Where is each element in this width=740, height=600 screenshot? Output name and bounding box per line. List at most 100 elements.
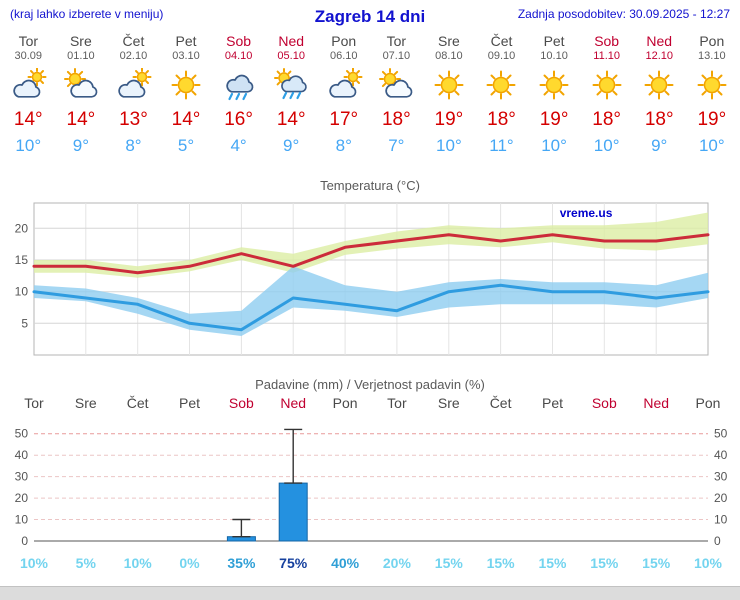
day-min-temperature: 10°	[15, 136, 42, 155]
forecast-day-column[interactable]: Pet 10.10 19° 10°	[528, 33, 581, 156]
forecast-day-column[interactable]: Čet 09.10 18° 11°	[475, 33, 528, 156]
precip-day-label: Tor	[387, 395, 407, 411]
svg-text:0: 0	[21, 534, 28, 548]
precip-probability: 10%	[19, 555, 49, 571]
forecast-day-column[interactable]: Sob 04.10 16° 4°	[212, 33, 265, 156]
precip-probability-row: 10% 5% 10% 0% 35% 75% 40% 20% 15% 15% 15% 15% 15% 10%	[0, 555, 740, 573]
precip-day-label: Čet	[126, 395, 149, 411]
day-min-temperature: 11°	[489, 136, 514, 155]
day-name: Ned	[278, 33, 305, 49]
day-name: Pon	[699, 33, 725, 49]
precip-probability: 15%	[590, 555, 619, 571]
rain-icon	[212, 64, 265, 108]
last-update: Zadnja posodobitev: 30.09.2025 - 12:27	[517, 7, 730, 21]
day-name: Sre	[69, 33, 92, 49]
forecast-day-column[interactable]: Tor 07.10 18° 7°	[370, 33, 423, 156]
precip-day-label: Pet	[541, 395, 564, 411]
day-date: 30.09	[14, 50, 43, 62]
svg-text:50: 50	[15, 427, 29, 441]
precip-probability: 15%	[434, 555, 463, 571]
horizontal-scrollbar[interactable]	[0, 586, 740, 600]
day-max-temperature: 14°	[276, 109, 306, 130]
day-min-temperature: 10°	[698, 136, 725, 155]
precip-day-label: Sob	[228, 395, 254, 411]
day-min-temperature: 10°	[593, 136, 620, 155]
precip-day-label: Tor	[24, 395, 44, 411]
precip-probability: 75%	[279, 555, 308, 571]
day-min-temperature: 4°	[230, 136, 247, 155]
forecast-day-column[interactable]: Čet 02.10 13° 8°	[107, 33, 160, 156]
day-date: 02.10	[119, 50, 148, 62]
day-min-temperature: 10°	[436, 136, 462, 155]
day-min-temperature: 10°	[541, 136, 567, 155]
day-min-temperature: 9°	[283, 136, 300, 155]
precip-day-label: Ned	[280, 395, 307, 411]
mostly-cloudy-icon	[107, 64, 160, 108]
sunny-icon	[160, 64, 213, 108]
day-max-temperature: 14°	[171, 109, 201, 130]
sunny-icon	[528, 64, 581, 108]
precipitation-chart-title: Padavine (mm) / Verjetnost padavin (%)	[255, 377, 485, 392]
sunny-icon	[633, 64, 686, 108]
day-name: Čet	[490, 33, 513, 49]
precip-day-label: Sre	[437, 395, 460, 411]
day-date: 10.10	[540, 50, 568, 62]
day-name: Sob	[226, 33, 252, 49]
forecast-day-column[interactable]: Sre 08.10 19° 10°	[423, 33, 476, 156]
svg-text:5: 5	[21, 316, 28, 330]
forecast-day-column[interactable]: Pon 06.10 17° 8°	[317, 33, 370, 156]
day-date: 04.10	[224, 50, 253, 62]
precip-day-label: Ned	[643, 395, 670, 411]
precip-day-label: Sre	[74, 395, 97, 411]
precip-day-label: Pet	[178, 395, 201, 411]
sunny-icon	[580, 64, 633, 108]
day-max-temperature: 16°	[224, 109, 253, 130]
svg-text:0: 0	[714, 534, 721, 548]
day-min-temperature: 9°	[651, 136, 668, 155]
day-name: Ned	[646, 33, 673, 49]
day-max-temperature: 14°	[13, 109, 43, 130]
watermark-link[interactable]: vreme.us	[560, 206, 613, 220]
precip-day-label: Sob	[591, 395, 617, 411]
day-name: Sob	[594, 33, 620, 49]
svg-text:50: 50	[714, 427, 728, 441]
svg-text:10: 10	[714, 513, 728, 527]
forecast-day-column[interactable]: Ned 05.10 14° 9°	[265, 33, 318, 156]
precip-probability: 40%	[331, 555, 360, 571]
svg-text:20: 20	[714, 491, 728, 505]
svg-text:20: 20	[15, 221, 29, 235]
header: (kraj lahko izberete v meniju) Zagreb 14…	[0, 0, 740, 27]
day-date: 08.10	[435, 50, 463, 62]
day-name: Pet	[543, 33, 565, 49]
day-max-temperature: 14°	[66, 109, 96, 130]
day-min-temperature: 8°	[335, 136, 352, 155]
forecast-day-column[interactable]: Tor 30.09 14° 10°	[2, 33, 55, 156]
day-max-temperature: 19°	[539, 109, 569, 130]
svg-text:30: 30	[15, 470, 29, 484]
precip-probability: 15%	[642, 555, 671, 571]
precip-probability: 15%	[486, 555, 515, 571]
precip-probability: 20%	[382, 555, 411, 571]
forecast-day-column[interactable]: Ned 12.10 18° 9°	[633, 33, 686, 156]
forecast-day-column[interactable]: Sre 01.10 14° 9°	[55, 33, 108, 156]
sunny-icon	[686, 64, 739, 108]
forecast-day-column[interactable]: Pon 13.10 19° 10°	[686, 33, 739, 156]
precip-probability: 10%	[693, 555, 723, 571]
day-date: 05.10	[277, 50, 305, 62]
mostly-cloudy-icon	[2, 64, 55, 108]
day-name: Sre	[438, 33, 460, 49]
day-max-temperature: 19°	[434, 109, 464, 130]
partly-cloudy-icon	[55, 64, 108, 108]
day-max-temperature: 17°	[329, 109, 359, 130]
forecast-day-column[interactable]: Sob 11.10 18° 10°	[580, 33, 633, 156]
precip-day-label: Čet	[489, 395, 512, 411]
day-min-temperature: 9°	[72, 136, 89, 155]
mostly-cloudy-icon	[317, 64, 370, 108]
day-max-temperature: 13°	[119, 109, 148, 130]
day-name: Tor	[386, 33, 407, 49]
forecast-day-column[interactable]: Pet 03.10 14° 5°	[160, 33, 213, 156]
day-name: Pet	[175, 33, 197, 49]
day-date: 01.10	[67, 50, 95, 62]
svg-text:40: 40	[714, 448, 728, 462]
